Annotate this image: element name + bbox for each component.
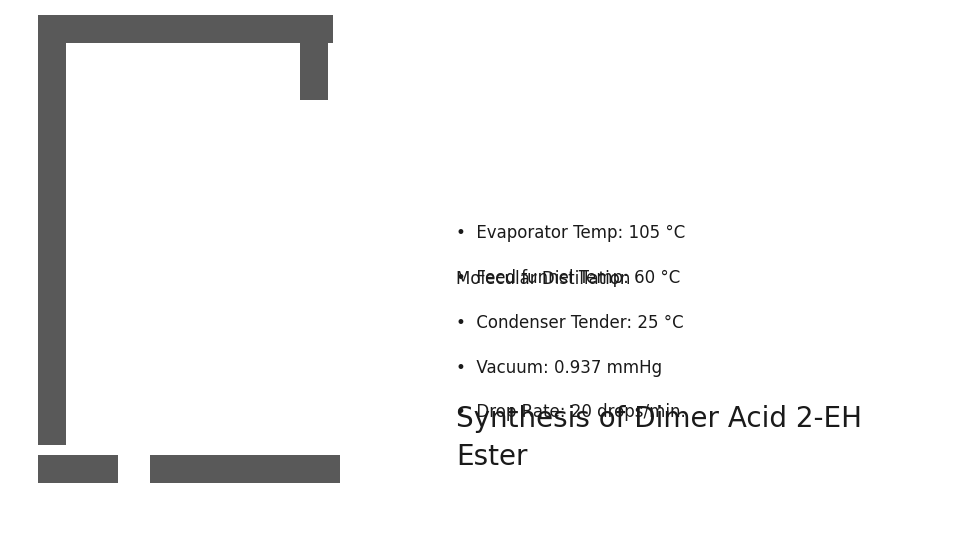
Text: Synthesis of Dimer Acid 2-EH: Synthesis of Dimer Acid 2-EH — [456, 405, 862, 433]
Bar — [300, 15, 328, 100]
Bar — [38, 15, 66, 445]
Bar — [150, 455, 340, 483]
Text: •  Vacuum: 0.937 mmHg: • Vacuum: 0.937 mmHg — [456, 359, 662, 376]
Text: Ester: Ester — [456, 443, 527, 471]
Text: Molecular Distillation: Molecular Distillation — [456, 270, 631, 288]
Text: •  Drop Rate: 20 drops/min.: • Drop Rate: 20 drops/min. — [456, 403, 685, 421]
Text: •  Evaporator Temp: 105 °C: • Evaporator Temp: 105 °C — [456, 224, 685, 242]
Bar — [38, 455, 118, 483]
Bar — [38, 15, 333, 43]
Text: •  Condenser Tender: 25 °C: • Condenser Tender: 25 °C — [456, 314, 684, 332]
Text: •  Feed funnel Temp: 60 °C: • Feed funnel Temp: 60 °C — [456, 269, 681, 287]
